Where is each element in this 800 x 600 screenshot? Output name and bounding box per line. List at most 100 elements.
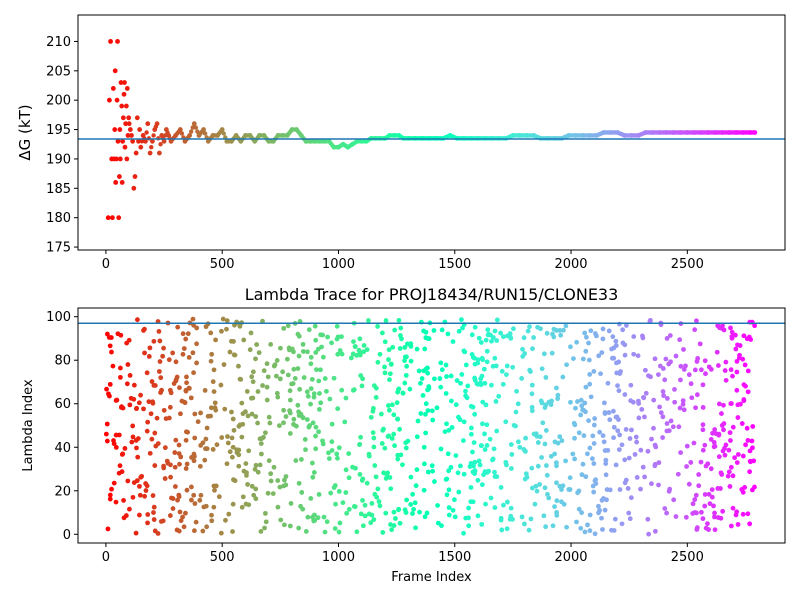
- lambda-point: [578, 525, 584, 531]
- lambda-point: [239, 400, 245, 406]
- lambda-point: [287, 431, 293, 436]
- lambda-point: [361, 349, 367, 355]
- lambda-point: [192, 501, 198, 506]
- lambda-point: [561, 327, 566, 333]
- lambda-points: [103, 316, 758, 537]
- lambda-point: [146, 399, 152, 405]
- lambda-point: [623, 427, 629, 432]
- lambda-point: [425, 336, 431, 341]
- lambda-point: [683, 514, 689, 520]
- lambda-point: [245, 482, 250, 487]
- delta-g-point: [114, 97, 120, 103]
- lambda-point: [410, 491, 416, 497]
- lambda-point: [603, 461, 609, 466]
- lambda-point: [610, 408, 616, 414]
- lambda-point: [346, 451, 352, 456]
- lambda-point: [526, 527, 532, 533]
- lambda-point: [420, 392, 426, 398]
- lambda-point: [145, 520, 150, 526]
- lambda-point: [544, 330, 550, 336]
- lambda-point: [448, 398, 454, 404]
- lambda-point: [315, 515, 321, 521]
- lambda-point: [149, 436, 155, 442]
- lambda-point: [733, 512, 739, 518]
- lambda-point: [616, 388, 622, 394]
- lambda-point: [326, 456, 332, 461]
- lambda-point: [501, 502, 506, 508]
- lambda-point: [183, 437, 189, 443]
- lambda-point: [296, 409, 301, 415]
- lambda-point: [230, 416, 236, 422]
- lambda-point: [468, 431, 474, 437]
- delta-g-y-tick-label: 200: [46, 94, 71, 109]
- lambda-point: [337, 348, 343, 353]
- lambda-point: [258, 441, 264, 446]
- lambda-point: [400, 462, 405, 468]
- lambda-point: [151, 510, 156, 515]
- lambda-point: [510, 364, 516, 370]
- lambda-y-tick-label: 80: [54, 354, 71, 369]
- lambda-point: [119, 404, 124, 410]
- delta-g-point: [306, 139, 312, 144]
- lambda-point: [571, 420, 577, 426]
- lambda-point: [422, 461, 427, 467]
- lambda-point: [238, 376, 244, 382]
- lambda-point: [557, 434, 563, 440]
- lambda-point: [587, 512, 593, 518]
- lambda-point: [268, 478, 274, 484]
- lambda-point: [585, 522, 590, 528]
- lambda-point: [699, 509, 704, 515]
- lambda-point: [649, 481, 654, 487]
- lambda-point: [177, 385, 182, 391]
- lambda-point: [692, 367, 698, 373]
- lambda-point: [256, 350, 262, 356]
- lambda-point: [316, 429, 321, 435]
- delta-g-point: [116, 215, 122, 221]
- lambda-point: [424, 510, 430, 516]
- lambda-point: [310, 460, 315, 466]
- lambda-point: [446, 487, 452, 493]
- lambda-point: [694, 359, 700, 364]
- lambda-point: [382, 364, 387, 370]
- lambda-point: [103, 431, 109, 437]
- lambda-point: [613, 414, 619, 420]
- lambda-point: [340, 500, 346, 506]
- lambda-y-tick-label: 20: [54, 484, 71, 499]
- lambda-point: [494, 338, 500, 343]
- lambda-point: [482, 380, 488, 386]
- lambda-point: [592, 531, 598, 537]
- lambda-point: [442, 429, 448, 435]
- lambda-point: [303, 447, 308, 453]
- lambda-point: [688, 381, 694, 387]
- lambda-point: [439, 327, 445, 333]
- lambda-point: [296, 480, 302, 486]
- lambda-point: [159, 387, 164, 393]
- lambda-point: [662, 377, 668, 383]
- lambda-point: [453, 453, 459, 458]
- lambda-point: [616, 447, 622, 452]
- lambda-point: [707, 501, 713, 507]
- lambda-point: [176, 494, 182, 500]
- lambda-point: [712, 510, 717, 516]
- lambda-point: [498, 485, 504, 490]
- lambda-point: [201, 504, 207, 510]
- lambda-point: [287, 388, 293, 394]
- lambda-point: [537, 482, 543, 487]
- lambda-point: [443, 362, 449, 368]
- lambda-point: [531, 335, 536, 340]
- lambda-point: [716, 363, 721, 368]
- lambda-point: [431, 376, 437, 382]
- lambda-point: [266, 458, 272, 464]
- delta-g-x-tick-label: 2000: [554, 257, 587, 272]
- lambda-point: [124, 340, 130, 346]
- lambda-point: [610, 334, 616, 340]
- lambda-point: [387, 371, 393, 377]
- lambda-point: [522, 521, 527, 527]
- lambda-point: [627, 436, 633, 441]
- lambda-point: [705, 521, 710, 527]
- lambda-point: [453, 402, 459, 408]
- lambda-point: [468, 499, 474, 505]
- lambda-point: [308, 354, 314, 360]
- lambda-point: [643, 390, 649, 396]
